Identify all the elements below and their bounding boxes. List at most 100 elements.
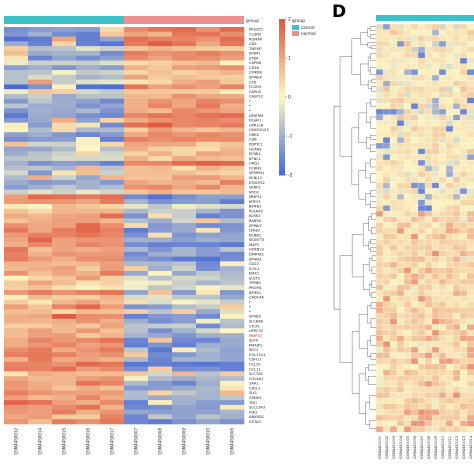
heatmap-cell bbox=[196, 41, 221, 47]
heatmap-cell bbox=[220, 318, 245, 324]
heatmap-cell bbox=[4, 27, 29, 33]
heatmap-cell bbox=[196, 184, 221, 190]
heatmap-cell bbox=[172, 290, 197, 296]
heatmap-cell bbox=[452, 346, 461, 354]
heatmap-cell bbox=[196, 328, 221, 334]
heatmap-cell bbox=[389, 278, 398, 286]
heatmap-cell bbox=[124, 304, 149, 310]
heatmap-cell bbox=[172, 117, 197, 123]
colorbar-segment bbox=[279, 26, 285, 32]
heatmap-cell bbox=[410, 199, 419, 206]
heatmap-cell bbox=[445, 171, 454, 178]
heatmap-cell bbox=[410, 341, 419, 348]
heatmap-cell bbox=[459, 318, 468, 325]
colorbar-segment bbox=[279, 108, 285, 114]
heatmap-cell bbox=[417, 91, 426, 99]
heatmap-cell bbox=[459, 233, 468, 240]
heatmap-cell bbox=[196, 376, 221, 382]
heatmap-cell bbox=[445, 318, 454, 325]
heatmap-cell bbox=[466, 142, 474, 150]
heatmap-cell bbox=[445, 290, 454, 297]
heatmap-cell bbox=[4, 390, 29, 396]
heatmap-cell bbox=[172, 309, 197, 315]
heatmap-cell bbox=[124, 385, 149, 391]
heatmap-cell bbox=[445, 52, 454, 59]
heatmap-cell bbox=[403, 278, 412, 286]
heatmap-cell bbox=[417, 273, 426, 280]
heatmap-cell bbox=[382, 261, 391, 269]
heatmap-cell bbox=[424, 23, 433, 31]
heatmap-cell bbox=[417, 414, 426, 422]
heatmap-cell bbox=[100, 390, 125, 396]
heatmap-cell bbox=[172, 132, 197, 138]
heatmap-cell bbox=[28, 419, 53, 425]
heatmap-cell bbox=[410, 426, 419, 433]
heatmap-cell bbox=[52, 323, 77, 329]
heatmap-cell bbox=[100, 74, 125, 80]
heatmap-cell bbox=[382, 63, 391, 70]
heatmap-cell bbox=[172, 70, 197, 76]
heatmap-cell bbox=[76, 357, 101, 363]
heatmap-cell bbox=[28, 371, 53, 377]
heatmap-cell bbox=[396, 256, 405, 263]
heatmap-cell bbox=[76, 347, 101, 353]
heatmap-cell bbox=[52, 55, 77, 61]
heatmap-cell bbox=[396, 239, 405, 246]
heatmap-cell bbox=[445, 239, 454, 246]
heatmap-cell bbox=[389, 205, 398, 212]
heatmap-cell bbox=[382, 171, 391, 178]
heatmap-cell bbox=[220, 199, 245, 205]
heatmap-cell bbox=[459, 114, 468, 121]
heatmap-cell bbox=[417, 290, 426, 297]
heatmap-cell bbox=[124, 232, 149, 238]
heatmap-cell bbox=[4, 419, 29, 425]
heatmap-cell bbox=[424, 267, 433, 274]
heatmap-cell bbox=[459, 250, 468, 257]
heatmap-cell bbox=[196, 323, 221, 329]
heatmap-cell bbox=[431, 341, 440, 348]
heatmap-cell bbox=[417, 137, 426, 144]
row-label: CASP12 bbox=[249, 95, 263, 99]
heatmap-cell bbox=[76, 180, 101, 186]
heatmap-cell bbox=[76, 371, 101, 377]
heatmap-cell bbox=[396, 290, 405, 297]
heatmap-cell bbox=[375, 52, 384, 59]
heatmap-cell bbox=[396, 329, 405, 337]
group-bar-cancer bbox=[4, 16, 124, 24]
heatmap-cell bbox=[196, 79, 221, 85]
heatmap-cell bbox=[124, 137, 149, 143]
heatmap-cell bbox=[438, 386, 447, 393]
heatmap-cell bbox=[375, 414, 384, 422]
heatmap-cell bbox=[466, 199, 474, 206]
heatmap-cell bbox=[389, 199, 398, 206]
heatmap-cell bbox=[396, 375, 405, 382]
heatmap-cell bbox=[417, 352, 426, 359]
heatmap-cell bbox=[431, 244, 440, 252]
heatmap-cell bbox=[438, 131, 447, 138]
heatmap-cell bbox=[4, 141, 29, 147]
heatmap-cell bbox=[431, 278, 440, 286]
heatmap-cell bbox=[52, 390, 77, 396]
heatmap-cell bbox=[445, 80, 454, 87]
heatmap-cell bbox=[389, 397, 398, 405]
heatmap-cell bbox=[452, 154, 461, 161]
heatmap-cell bbox=[382, 222, 391, 229]
heatmap-cell bbox=[220, 213, 245, 219]
column-label: GSM4450002 bbox=[385, 436, 389, 459]
heatmap-cell bbox=[410, 205, 419, 212]
heatmap-cell bbox=[452, 182, 461, 189]
heatmap-cell bbox=[220, 170, 245, 176]
heatmap-cell bbox=[431, 114, 440, 121]
heatmap-cell bbox=[417, 35, 426, 42]
heatmap-cell bbox=[459, 193, 468, 201]
heatmap-cell bbox=[438, 352, 447, 359]
heatmap-cell bbox=[431, 420, 440, 427]
heatmap-cell bbox=[410, 324, 419, 331]
heatmap-cell bbox=[4, 199, 29, 205]
heatmap-cell bbox=[410, 40, 419, 48]
heatmap-cell bbox=[124, 328, 149, 334]
heatmap-cell bbox=[100, 304, 125, 310]
heatmap-cell bbox=[196, 208, 221, 214]
heatmap-cell bbox=[438, 216, 447, 223]
